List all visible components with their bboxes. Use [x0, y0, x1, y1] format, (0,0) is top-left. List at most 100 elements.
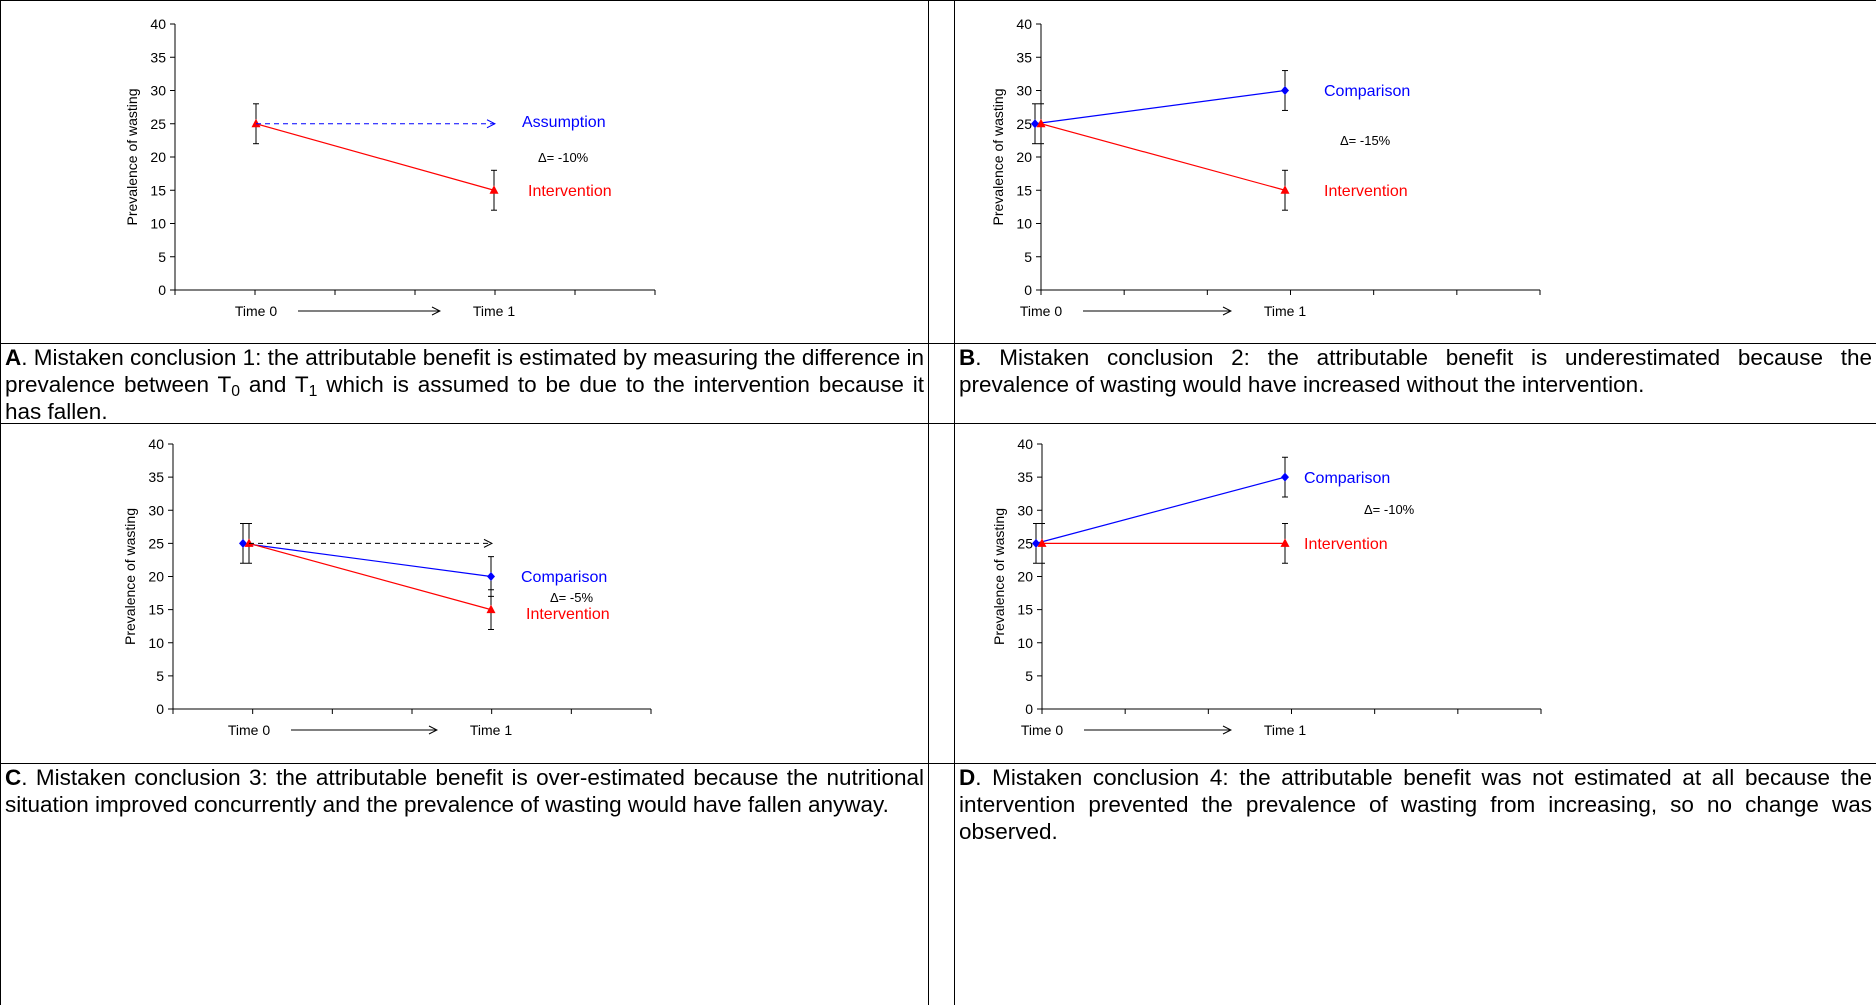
- chart-b-y-tick-label: 20: [1016, 149, 1032, 165]
- chart-b-intervention-line: [1040, 123, 1286, 191]
- chart-c-intervention-label: Intervention: [526, 606, 610, 623]
- chart-a-intervention-line: [255, 123, 495, 191]
- chart-d-intervention-label: Intervention: [1304, 536, 1388, 553]
- caption-text-b: . Mistaken conclusion 2: the attributabl…: [959, 345, 1872, 397]
- table-border-row1-caption: [0, 423, 1876, 424]
- chart-b-intervention-point: [1280, 185, 1290, 194]
- chart-b-y-tick-label: 30: [1016, 83, 1032, 99]
- chart-d-y-tick-label: 25: [1017, 535, 1033, 551]
- chart-c-y-tick-label: 0: [156, 701, 164, 717]
- chart-a-x-tick-label: Time 0: [235, 303, 277, 319]
- caption-panel-a: A. Mistaken conclusion 1: the attributab…: [1, 344, 928, 424]
- chart-c-x-tick-label: Time 0: [228, 722, 270, 738]
- chart-c-y-tick-label: 30: [148, 502, 164, 518]
- chart-b-comparison-point: [1031, 119, 1039, 129]
- caption-text-d: . Mistaken conclusion 4: the attributabl…: [959, 765, 1872, 844]
- chart-c-y-tick-label: 35: [148, 469, 164, 485]
- caption-text-a-part2: and T: [239, 372, 309, 397]
- chart-a-y-tick-label: 15: [150, 182, 166, 198]
- caption-text-a-part3: which is assumed to be due to the interv…: [5, 372, 924, 424]
- chart-a-y-tick-label: 35: [150, 49, 166, 65]
- chart-b-intervention-point: [1036, 118, 1046, 128]
- chart-c-y-tick-label: 40: [148, 436, 164, 452]
- chart-a-intervention-label: Intervention: [528, 183, 612, 200]
- chart-c-delta-label: Δ= -5%: [550, 590, 593, 605]
- table-border-middle-left: [928, 0, 929, 1005]
- chart-b-comparison-line: [1034, 89, 1286, 125]
- chart-d-y-tick-label: 0: [1025, 701, 1033, 717]
- chart-b-x-tick-label: Time 1: [1264, 303, 1306, 319]
- chart-a-delta-label: Δ= -10%: [538, 150, 589, 165]
- table-border-row2-chart: [0, 763, 1876, 764]
- chart-c-intervention-point: [486, 604, 496, 614]
- chart-d-y-tick-label: 15: [1017, 602, 1033, 618]
- chart-b-intervention-label: Intervention: [1324, 183, 1408, 200]
- chart-a-y-tick-label: 5: [158, 249, 166, 265]
- caption-letter-d: D: [959, 765, 976, 790]
- chart-d-y-tick-label: 10: [1017, 635, 1033, 651]
- chart-b-y-tick-label: 10: [1016, 216, 1032, 232]
- chart-c-x-tick-label: Time 1: [470, 722, 512, 738]
- caption-subscript-t0: 0: [231, 383, 240, 400]
- chart-a-assumption-label: Assumption: [522, 114, 606, 131]
- chart-d-y-tick-label: 20: [1017, 569, 1033, 585]
- chart-a-y-tick-label: 30: [150, 83, 166, 99]
- chart-d-comparison-label: Comparison: [1304, 470, 1390, 487]
- chart-d-x-tick-label: Time 0: [1021, 722, 1063, 738]
- chart-panel-c: 0 5 10 15 20 25 30 35 40 Prevalence of wasting Tim…: [122, 436, 652, 738]
- chart-b-y-axis-label: Prevalence of wasting: [990, 89, 1006, 226]
- chart-d-intervention-point: [1280, 538, 1290, 547]
- chart-d-intervention-point: [1037, 538, 1047, 547]
- chart-b-y-tick-label: 25: [1016, 116, 1032, 132]
- chart-panel-d: 0 5 10 15 20 25 30 35 40 Prevalence of wasting Tim…: [991, 436, 1542, 738]
- chart-panel-b: 0 5 10 15 20 25 30 35 40 Prevalence of wasting Tim…: [990, 16, 1541, 319]
- caption-panel-d: D. Mistaken conclusion 4: the attributab…: [955, 764, 1876, 1005]
- caption-panel-b: B. Mistaken conclusion 2: the attributab…: [955, 344, 1876, 423]
- chart-c-y-axis-label: Prevalence of wasting: [122, 508, 138, 645]
- chart-a-intervention-point: [251, 118, 261, 128]
- table-border-top: [0, 0, 1876, 1]
- caption-subscript-t1: 1: [308, 383, 318, 400]
- table-border-left: [0, 0, 1, 1005]
- chart-a-y-tick-label: 40: [150, 16, 166, 32]
- caption-text-a-part1: . Mistaken conclusion 1: the attributabl…: [5, 345, 924, 397]
- caption-text-c: . Mistaken conclusion 3: the attributabl…: [5, 765, 924, 817]
- chart-a-intervention-point: [489, 185, 499, 194]
- chart-c-y-tick-label: 15: [148, 602, 164, 618]
- chart-b-x-tick-label: Time 0: [1020, 303, 1062, 319]
- chart-d-y-tick-label: 40: [1017, 436, 1033, 452]
- chart-c-y-tick-label: 25: [148, 535, 164, 551]
- chart-a-y-tick-label: 20: [150, 149, 166, 165]
- chart-b-y-tick-label: 5: [1024, 249, 1032, 265]
- chart-a-y-tick-label: 25: [150, 116, 166, 132]
- chart-c-comparison-point: [487, 572, 495, 581]
- chart-c-comparison-label: Comparison: [521, 569, 607, 586]
- chart-d-y-tick-label: 30: [1017, 502, 1033, 518]
- chart-b-y-tick-label: 15: [1016, 182, 1032, 198]
- chart-d-y-axis-label: Prevalence of wasting: [991, 508, 1007, 645]
- table-border-middle-right: [954, 0, 955, 1005]
- caption-panel-c: C. Mistaken conclusion 3: the attributab…: [1, 764, 928, 1005]
- chart-c-intervention-line: [248, 542, 492, 611]
- chart-a-y-axis-label: Prevalence of wasting: [124, 89, 140, 226]
- chart-a-y-tick-label: 0: [158, 282, 166, 298]
- chart-c-intervention-point: [244, 538, 254, 547]
- chart-a-y-tick-label: 10: [150, 216, 166, 232]
- chart-c-y-tick-label: 5: [156, 668, 164, 684]
- chart-c-comparison-line: [242, 542, 492, 578]
- chart-d-delta-label: Δ= -10%: [1364, 502, 1415, 517]
- chart-b-y-tick-label: 0: [1024, 282, 1032, 298]
- table-border-row1-chart: [0, 343, 1876, 344]
- chart-d-y-tick-label: 35: [1017, 469, 1033, 485]
- chart-b-comparison-label: Comparison: [1324, 83, 1410, 100]
- chart-d-x-tick-label: Time 1: [1264, 722, 1306, 738]
- chart-d-comparison-line: [1035, 476, 1286, 544]
- caption-letter-c: C: [5, 765, 22, 790]
- chart-b-comparison-point: [1281, 86, 1289, 95]
- chart-b-delta-label: Δ= -15%: [1340, 133, 1391, 148]
- chart-d-comparison-point: [1281, 472, 1289, 482]
- caption-letter-b: B: [959, 345, 976, 370]
- chart-panel-a: 0 5 10 15 20 25 30 35 40 Prevalence of wasting Tim…: [124, 16, 656, 319]
- chart-c-y-tick-label: 10: [148, 635, 164, 651]
- chart-b-y-tick-label: 35: [1016, 49, 1032, 65]
